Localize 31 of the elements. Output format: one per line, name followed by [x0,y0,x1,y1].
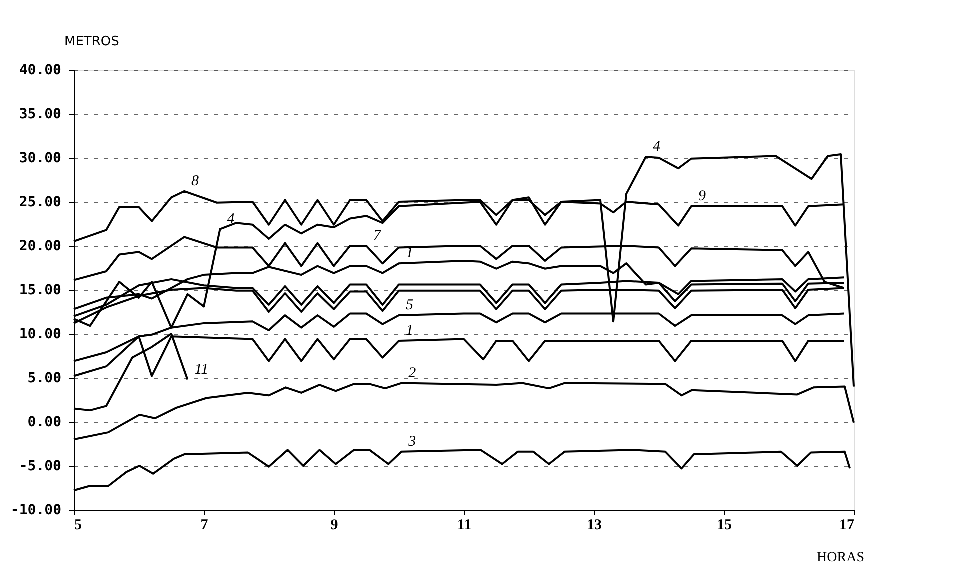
annotation: 4 [653,139,661,156]
x-tick-label: 13 [587,518,602,534]
annotation: 8 [192,173,200,190]
annotation: 1 [406,323,414,340]
y-tick-label: 35.00 [19,106,62,122]
annotation: 2 [408,365,417,382]
y-tick-label: 0.00 [28,414,62,430]
annotation: 9 [698,188,706,204]
annotation: 3 [408,434,416,450]
annotation: 5 [406,298,414,314]
annotation: 11 [194,362,209,378]
y-tick-label: -10.00 [10,502,62,518]
annotation: 7 [374,228,382,244]
y-tick-label: 5.00 [28,370,62,386]
annotation: 4 [227,211,236,228]
x-tick-label: 15 [717,518,732,534]
y-tick-label: 25.00 [19,194,62,210]
y-tick-label: 40.00 [19,62,62,78]
y-tick-label: 10.00 [19,326,62,342]
x-tick-label: 7 [200,518,209,534]
x-tick-label: 17 [840,518,855,534]
x-axis-title: HORAS [817,550,864,566]
x-tick-label: 5 [74,518,82,534]
y-tick-label: 20.00 [19,238,62,254]
x-tick-label: 11 [457,518,472,534]
y-tick-label: 15.00 [19,282,62,298]
annotation: 1 [406,246,414,262]
y-tick-label: 30.00 [19,150,62,166]
x-tick-label: 9 [330,518,338,534]
y-tick-label: -5.00 [19,458,62,474]
y-axis-title: METROS [64,34,120,50]
